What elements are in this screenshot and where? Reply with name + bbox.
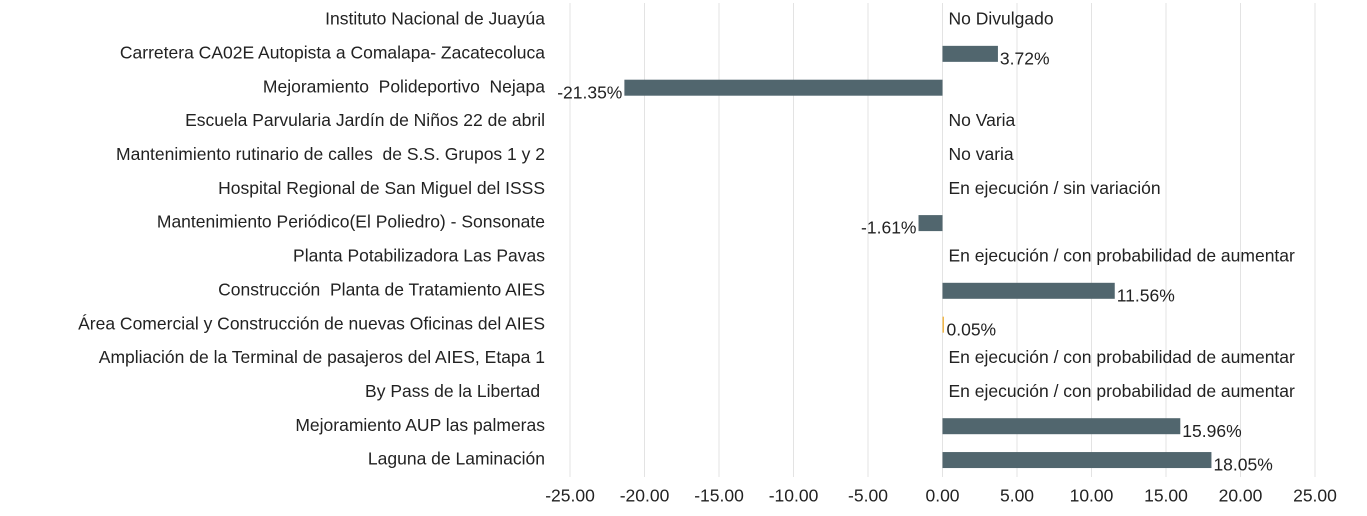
x-tick-label: 5.00: [1000, 486, 1034, 506]
y-tick-label: By Pass de la Libertad: [365, 381, 545, 401]
y-tick-label: Mantenimiento rutinario de calles de S.S…: [116, 144, 545, 164]
bar: [942, 45, 998, 62]
y-tick-label: Hospital Regional de San Miguel del ISSS: [218, 178, 545, 198]
x-tick-label: 10.00: [1070, 486, 1114, 506]
y-tick-label: Mantenimiento Periódico(El Poliedro) - S…: [157, 212, 545, 232]
status-label: No Varia: [949, 110, 1016, 130]
y-tick-label: Área Comercial y Construcción de nuevas …: [78, 313, 545, 333]
y-tick-label: Instituto Nacional de Juayúa: [325, 9, 545, 29]
value-label: -21.35%: [557, 82, 622, 102]
status-label: En ejecución / sin variación: [949, 178, 1161, 198]
y-tick-label: Construcción Planta de Tratamiento AIES: [218, 279, 545, 299]
x-tick-label: -10.00: [769, 486, 819, 506]
x-tick-label: 0.00: [925, 486, 959, 506]
x-tick-label: 20.00: [1219, 486, 1263, 506]
status-label: En ejecución / con probabilidad de aumen…: [949, 246, 1296, 266]
y-tick-label: Escuela Parvularia Jardín de Niños 22 de…: [185, 110, 545, 130]
status-label: En ejecución / con probabilidad de aumen…: [949, 381, 1296, 401]
bar: [942, 282, 1115, 299]
value-label: -1.61%: [861, 218, 916, 238]
value-label: 3.72%: [1000, 48, 1050, 68]
bar: [918, 215, 943, 232]
y-tick-label: Laguna de Laminación: [368, 449, 545, 469]
x-tick-label: -25.00: [545, 486, 595, 506]
value-label: 18.05%: [1213, 455, 1272, 475]
bar: [942, 418, 1181, 435]
y-tick-label: Planta Potabilizadora Las Pavas: [293, 246, 545, 266]
value-label: 15.96%: [1182, 421, 1241, 441]
value-label: 11.56%: [1117, 285, 1175, 305]
bar: [624, 79, 943, 96]
y-tick-label: Mejoramiento Polideportivo Nejapa: [263, 76, 545, 96]
status-label: En ejecución / con probabilidad de aumen…: [949, 347, 1296, 367]
status-label: No Divulgado: [949, 9, 1054, 29]
y-tick-label: Mejoramiento AUP las palmeras: [295, 415, 545, 435]
status-label: No varia: [949, 144, 1014, 164]
bar: [942, 316, 944, 333]
bar: [942, 452, 1212, 469]
x-tick-label: 15.00: [1144, 486, 1188, 506]
x-tick-label: -15.00: [694, 486, 744, 506]
value-label: 0.05%: [947, 319, 997, 339]
x-tick-label: 25.00: [1293, 486, 1337, 506]
y-tick-label: Ampliación de la Terminal de pasajeros d…: [99, 347, 545, 367]
x-tick-label: -5.00: [848, 486, 888, 506]
y-tick-label: Carretera CA02E Autopista a Comalapa- Za…: [120, 42, 545, 62]
x-tick-label: -20.00: [620, 486, 670, 506]
